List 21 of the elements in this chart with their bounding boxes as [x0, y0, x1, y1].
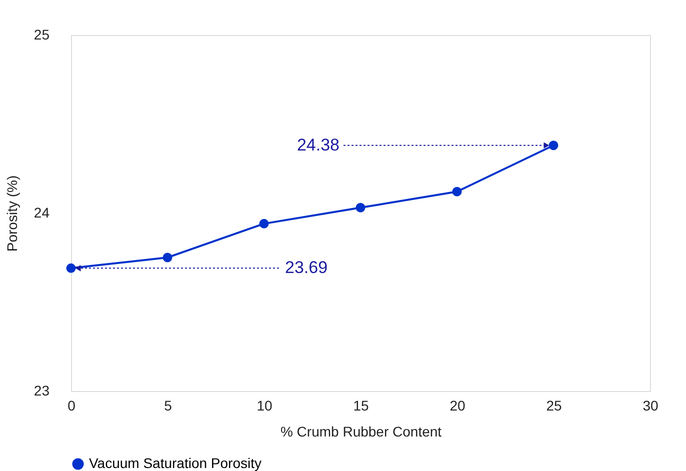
point [356, 202, 366, 212]
annotation: 24.38 [296, 135, 340, 154]
x-axis-title: % Crumb Rubber Content [280, 424, 442, 440]
x-tick-label: 0 [68, 398, 76, 414]
annotation: 23.69 [285, 258, 328, 278]
point [66, 263, 76, 273]
y-tick-label: 23 [34, 382, 50, 398]
point [162, 252, 172, 262]
x-tick-label: 30 [642, 398, 658, 414]
point [452, 186, 462, 196]
y-axis-title: Porosity (%) [4, 175, 20, 252]
point [548, 140, 558, 150]
legend-label: Vacuum Saturation Porosity [89, 455, 262, 471]
x-tick-label: 25 [546, 398, 562, 414]
y-tick-label: 25 [34, 26, 50, 42]
x-tick-label: 20 [450, 398, 466, 414]
x-tick-label: 15 [353, 398, 369, 414]
x-tick-label: 10 [256, 398, 272, 414]
x-tick-label: 5 [164, 398, 172, 414]
point [259, 218, 269, 228]
y-tick-label: 24 [34, 204, 50, 220]
